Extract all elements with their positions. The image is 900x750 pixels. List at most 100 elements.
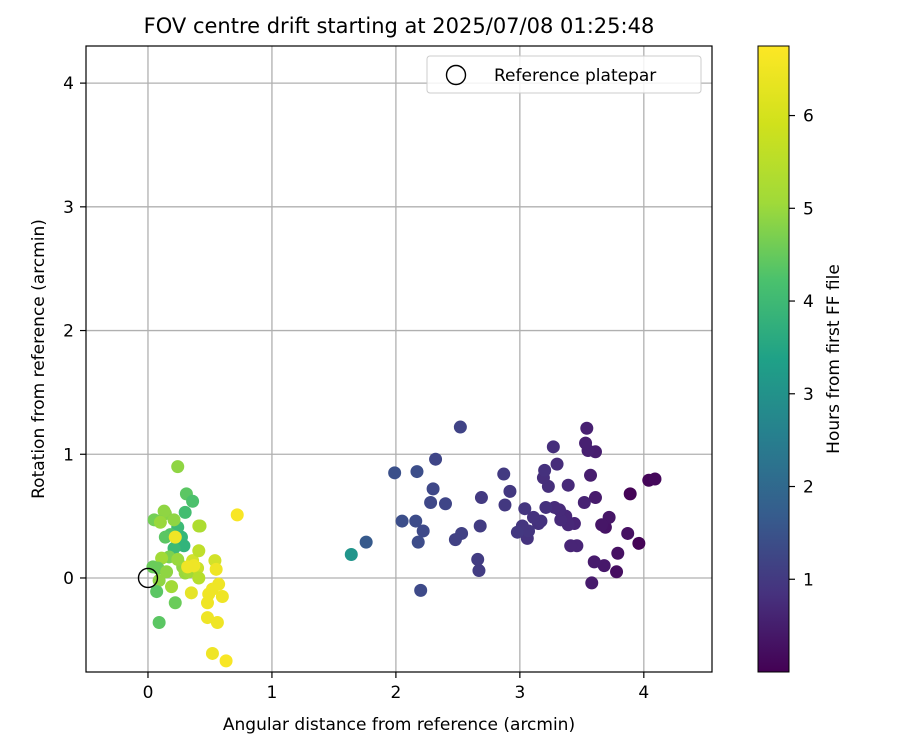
colorbar-label: Hours from first FF file [824,264,844,454]
data-point [414,583,428,597]
data-point [155,551,169,565]
data-point [554,513,568,527]
data-point [157,504,171,518]
reference-point [137,567,159,589]
data-point [426,482,440,496]
x-tick-label: 3 [514,683,525,703]
data-point [429,452,443,466]
colorbar-tick-label: 3 [803,385,814,405]
data-point [184,586,198,600]
chart-title: FOV centre drift starting at 2025/07/08 … [144,14,655,38]
data-point [359,535,373,549]
legend-box [426,55,702,94]
data-point [150,585,164,599]
data-point [160,565,174,579]
data-point [410,465,424,479]
data-point [205,646,219,660]
data-point [212,577,226,591]
data-point [200,611,214,625]
data-point [178,505,192,519]
data-point [146,560,160,574]
y-tick-label: 0 [63,569,74,589]
x-axis-ticks: 0 1 2 3 4 [143,672,649,703]
data-point [171,460,185,474]
data-point [561,478,575,492]
data-point [193,519,207,533]
data-points [146,420,662,668]
data-point [510,525,524,539]
data-point [192,544,206,558]
data-point [388,466,402,480]
data-point [597,559,611,573]
data-point [192,571,206,585]
data-point [171,552,185,566]
y-tick-label: 1 [63,445,74,465]
y-axis-label: Rotation from reference (arcmin) [29,219,49,499]
data-point [200,596,214,610]
data-point [165,580,179,594]
data-point [587,555,601,569]
data-point [472,564,486,578]
data-point [577,496,591,510]
colorbar-tick-label: 6 [803,107,814,127]
data-point [167,513,181,527]
colorbar-tick-label: 2 [803,478,814,498]
data-point [546,440,560,454]
data-point [168,596,182,610]
data-point [632,536,646,550]
y-axis-ticks: 0 1 2 3 4 [63,74,86,589]
data-point [411,535,425,549]
legend-entry-reference: Reference platepar [494,66,656,86]
data-point [595,518,609,532]
data-point [158,530,172,544]
data-point [395,514,409,528]
plot-frame [85,45,713,673]
data-point [152,616,166,630]
data-point [580,421,594,435]
legend: Reference platepar [426,55,702,94]
data-point [610,565,624,579]
colorbar-tick-label: 4 [803,292,814,312]
data-point [550,457,564,471]
data-point [623,487,637,501]
data-point [177,539,191,553]
data-point [564,539,578,553]
data-point [526,510,540,524]
data-point [588,491,602,505]
data-point [230,508,244,522]
data-point [579,436,593,450]
data-point [539,500,553,514]
data-point [453,420,467,434]
data-point [474,491,488,505]
data-point [181,560,195,574]
x-axis-label: Angular distance from reference (arcmin) [223,715,575,735]
data-point [473,519,487,533]
data-point [471,552,485,566]
data-point [153,515,167,529]
colorbar-ticks: 1 2 3 4 5 6 [789,107,814,590]
data-point [538,463,552,477]
data-point [621,526,635,540]
data-point [498,498,512,512]
data-point [424,496,438,510]
colorbar: 1 2 3 4 5 6 Hours from first FF file [757,45,844,673]
x-tick-label: 4 [638,683,649,703]
data-point [448,533,462,547]
data-point [585,576,599,590]
data-point [210,616,224,630]
reference-marker [137,567,159,589]
data-point [215,590,229,604]
data-point [518,502,532,516]
data-point [503,484,517,498]
colorbar-tick-label: 5 [803,199,814,219]
data-point [648,472,662,486]
data-point [584,468,598,482]
y-tick-label: 3 [63,198,74,218]
data-point [409,514,423,528]
data-point [344,547,358,561]
data-point [219,654,233,668]
data-point [416,524,430,538]
y-tick-label: 4 [63,74,74,94]
data-point [168,530,182,544]
